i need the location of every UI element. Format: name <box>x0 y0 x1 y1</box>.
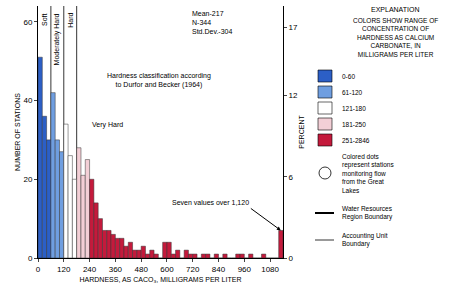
svg-text:Seven values over 1,120: Seven values over 1,120 <box>172 199 249 206</box>
svg-text:6: 6 <box>289 173 294 182</box>
svg-text:251-2846: 251-2846 <box>342 137 370 144</box>
svg-text:960: 960 <box>238 265 252 274</box>
svg-text:Hard: Hard <box>67 13 74 28</box>
svg-text:17: 17 <box>289 23 298 32</box>
svg-text:60: 60 <box>23 18 32 27</box>
svg-text:Colored dotsrepresent stations: Colored dotsrepresent stationsmonitoring… <box>342 153 394 194</box>
svg-text:Mean-217N-344Std.Dev.-304: Mean-217N-344Std.Dev.-304 <box>192 10 232 35</box>
svg-text:NUMBER OF STATIONS: NUMBER OF STATIONS <box>14 93 21 171</box>
svg-text:20: 20 <box>23 175 32 184</box>
svg-text:0: 0 <box>28 254 33 263</box>
svg-text:0-60: 0-60 <box>342 73 355 80</box>
svg-text:240: 240 <box>83 265 97 274</box>
svg-text:360: 360 <box>109 265 123 274</box>
svg-text:720: 720 <box>186 265 200 274</box>
svg-text:840: 840 <box>212 265 226 274</box>
svg-text:120: 120 <box>57 265 71 274</box>
svg-text:121-180: 121-180 <box>342 105 366 112</box>
svg-text:40: 40 <box>23 96 32 105</box>
svg-text:Soft: Soft <box>41 13 48 26</box>
svg-text:181-250: 181-250 <box>342 121 366 128</box>
svg-text:480: 480 <box>134 265 148 274</box>
svg-text:Very Hard: Very Hard <box>92 121 123 129</box>
svg-text:EXPLANATION: EXPLANATION <box>371 6 420 13</box>
svg-text:0: 0 <box>36 265 41 274</box>
svg-text:0: 0 <box>289 254 294 263</box>
svg-text:Moderately Hard: Moderately Hard <box>53 14 61 66</box>
svg-text:Accounting UnitBoundary: Accounting UnitBoundary <box>342 232 388 248</box>
svg-text:600: 600 <box>160 265 174 274</box>
svg-text:PERCENT: PERCENT <box>298 115 305 149</box>
svg-text:Water ResourcesRegion Boundary: Water ResourcesRegion Boundary <box>342 205 393 221</box>
svg-text:Hardness classification accord: Hardness classification accordingto Durf… <box>107 72 211 89</box>
svg-text:61-120: 61-120 <box>342 89 363 96</box>
svg-text:12: 12 <box>289 91 298 100</box>
svg-text:1080: 1080 <box>261 265 279 274</box>
svg-text:COLORS SHOW RANGE OFCONCENTRAT: COLORS SHOW RANGE OFCONCENTRATION OFHARD… <box>353 17 438 58</box>
svg-text:HARDNESS, AS CACO₃, MILLIGRAMS: HARDNESS, AS CACO₃, MILLIGRAMS PER LITER <box>80 276 242 283</box>
